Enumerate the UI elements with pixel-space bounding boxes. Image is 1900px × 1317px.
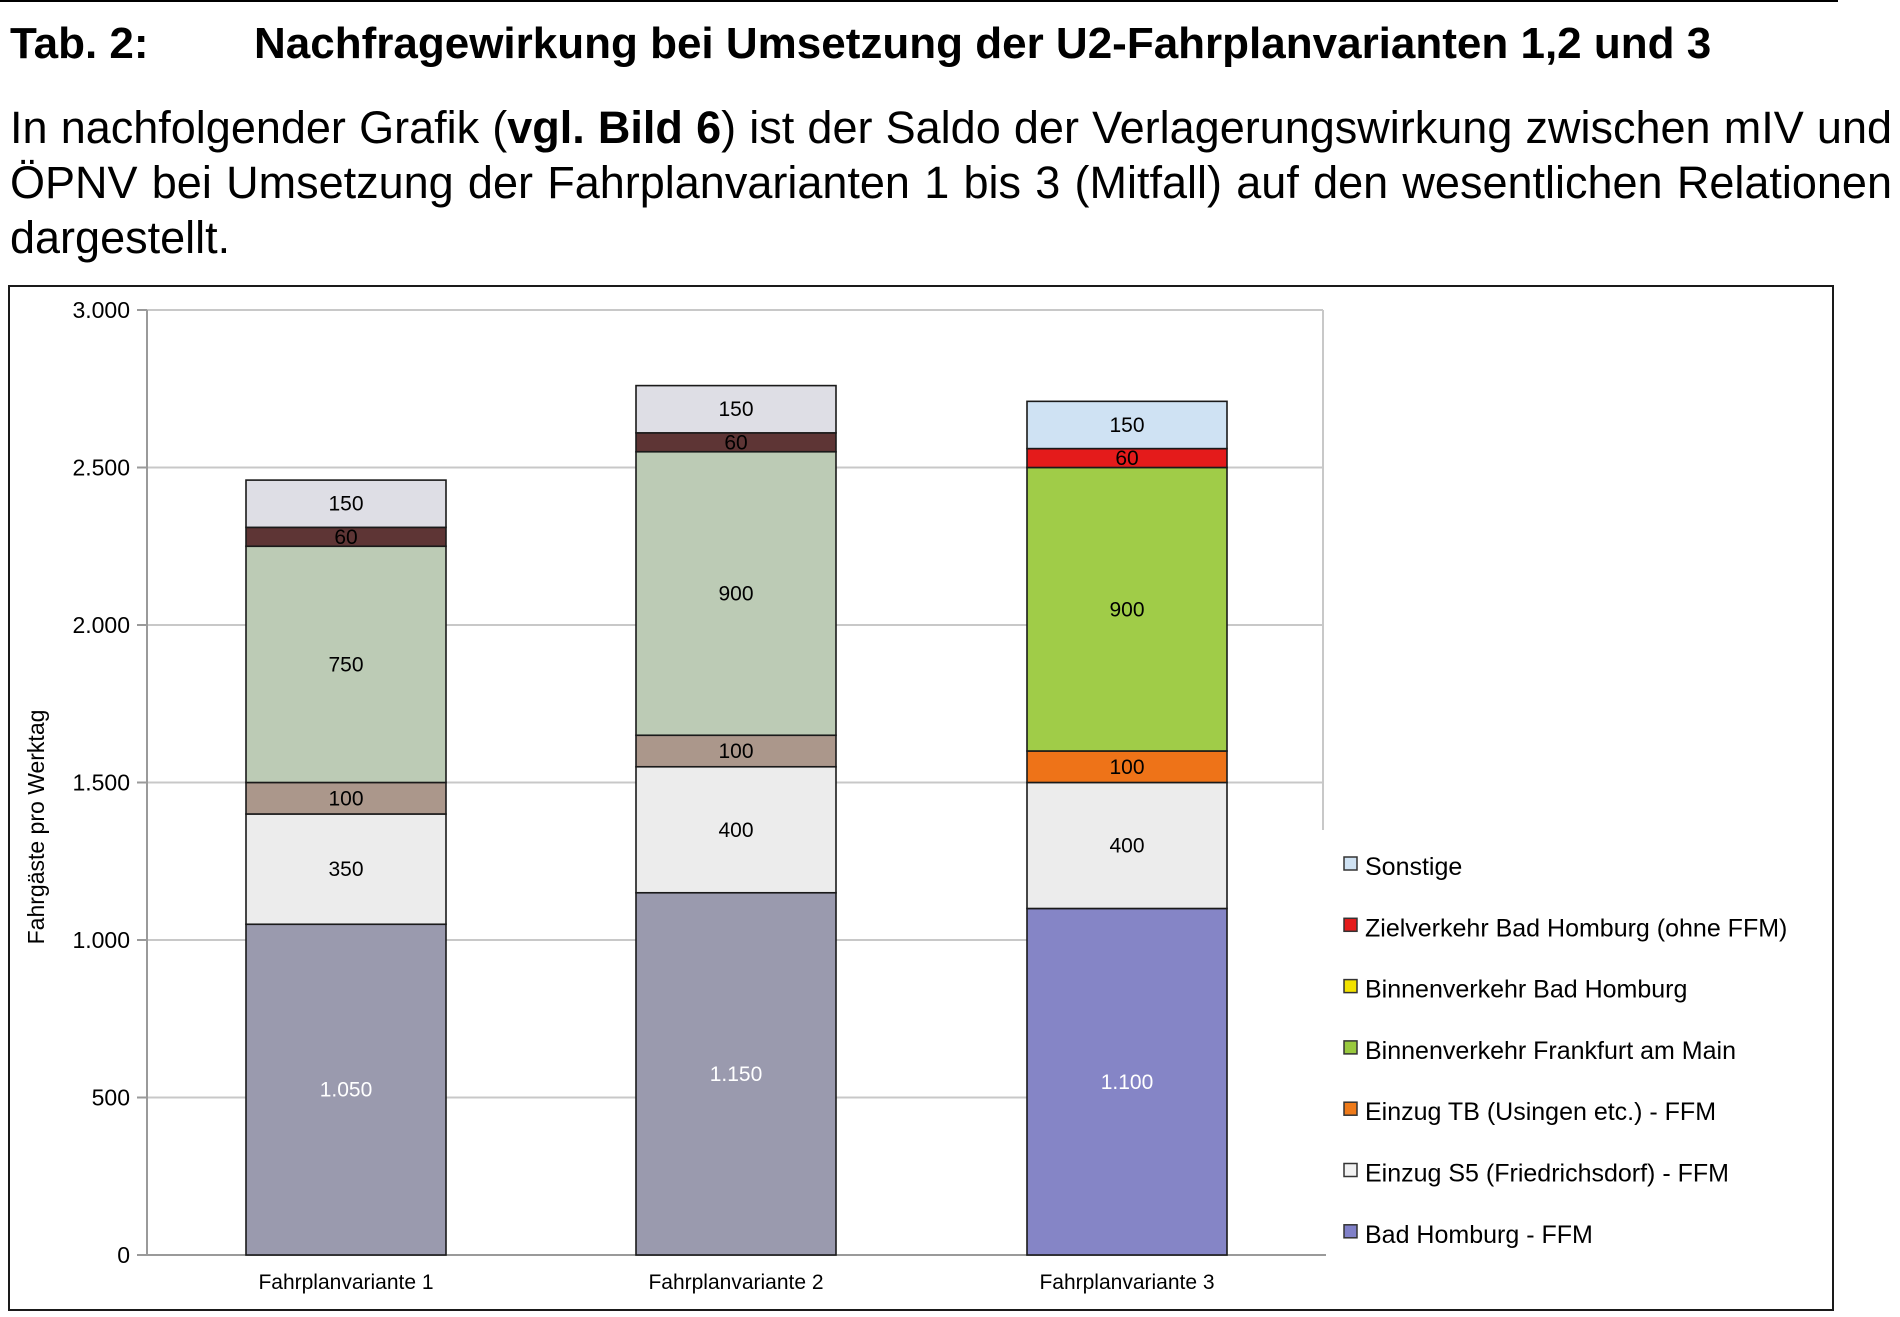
y-axis-title: Fahrgäste pro Werktag <box>23 710 49 945</box>
bar-segment <box>245 545 447 784</box>
legend-swatch <box>1343 978 1358 994</box>
y-tick-label: 500 <box>92 1085 130 1111</box>
y-tick-label: 2.500 <box>72 455 130 481</box>
legend-label: Sonstige <box>1365 853 1462 881</box>
y-tick-label: 0 <box>117 1242 130 1268</box>
bar-segment <box>245 781 447 815</box>
legend-label: Einzug TB (Usingen etc.) - FFM <box>1365 1098 1716 1126</box>
bar-value-label: 150 <box>1109 414 1144 437</box>
y-tick-label: 2.000 <box>72 612 130 638</box>
bar-value-label: 400 <box>718 819 753 842</box>
bar-value-label: 150 <box>718 398 753 421</box>
legend-swatch <box>1343 1224 1358 1239</box>
bar-segment <box>635 891 837 1256</box>
stacked-bar-chart: 0 500 1.000 1.500 2.000 2.500 3.000 Fahrgäste p… <box>23 297 1787 1294</box>
x-tick-label: Fahrplanvariante 1 <box>258 1271 433 1294</box>
y-tick-label: 1.000 <box>72 927 130 953</box>
bar-segment <box>1026 907 1228 1256</box>
x-tick-label: Fahrplanvariante 3 <box>1039 1271 1214 1294</box>
y-tick-label: 3.000 <box>72 297 130 323</box>
legend-swatch <box>1343 1040 1358 1055</box>
intro-paragraph: In nachfolgender Grafik (vgl. Bild 6) is… <box>10 100 1892 265</box>
chart-frame: 0 500 1.000 1.500 2.000 2.500 3.000 Fahrgäste p… <box>8 285 1834 1311</box>
bar-value-label: 1.100 <box>1101 1071 1154 1094</box>
bar-segment <box>245 813 447 926</box>
bar-segment <box>245 479 447 529</box>
bar-segment <box>1026 400 1228 450</box>
bar-value-label: 100 <box>718 740 753 763</box>
legend-label: Binnenverkehr Bad Homburg <box>1365 976 1687 1004</box>
legend-swatch <box>1343 1162 1358 1178</box>
legend-swatch <box>1343 1101 1358 1116</box>
legend-swatch <box>1343 856 1358 871</box>
legend-label: Binnenverkehr Frankfurt am Main <box>1365 1037 1736 1065</box>
bar-value-label: 1.150 <box>710 1063 763 1086</box>
bar-value-label: 60 <box>1115 447 1138 470</box>
bar-value-label: 60 <box>334 526 357 549</box>
legend-label: Bad Homburg - FFM <box>1365 1221 1593 1249</box>
bar-value-label: 1.050 <box>320 1079 373 1102</box>
legend-label: Einzug S5 (Friedrichsdorf) - FFM <box>1365 1160 1729 1188</box>
bar-value-label: 400 <box>1109 835 1144 858</box>
intro-figure-reference: vgl. Bild 6 <box>507 102 722 153</box>
intro-text-end: ) ist der Saldo der Verlagerungswirkung … <box>10 102 1892 263</box>
bar-value-label: 750 <box>328 653 363 676</box>
bar-value-label: 350 <box>328 858 363 881</box>
legend-swatch <box>1343 917 1358 933</box>
bar-segment <box>1026 466 1228 752</box>
table-number: Tab. 2: <box>10 19 149 68</box>
intro-text-start: In nachfolgender Grafik ( <box>10 102 508 153</box>
legend-label: Zielverkehr Bad Homburg (ohne FFM) <box>1365 914 1787 942</box>
bar-value-label: 900 <box>1109 598 1144 621</box>
bar-segment <box>635 765 837 894</box>
table-heading: Tab. 2: Nachfragewirkung bei Umsetzung de… <box>10 16 1870 72</box>
bar-value-label: 900 <box>718 583 753 606</box>
bar-segment <box>1026 750 1228 784</box>
bar-value-label: 100 <box>328 787 363 810</box>
bar-segment <box>635 384 837 434</box>
top-rule <box>0 0 1838 2</box>
x-tick-label: Fahrplanvariante 2 <box>648 1271 823 1294</box>
bar-value-label: 60 <box>724 431 747 454</box>
bar-segment <box>635 450 837 737</box>
bar-value-label: 100 <box>1109 756 1144 779</box>
table-title: Nachfragewirkung bei Umsetzung der U2-Fa… <box>254 19 1712 68</box>
y-tick-label: 1.500 <box>72 770 130 796</box>
bar-value-label: 150 <box>328 493 363 516</box>
bar-segment <box>245 923 447 1256</box>
